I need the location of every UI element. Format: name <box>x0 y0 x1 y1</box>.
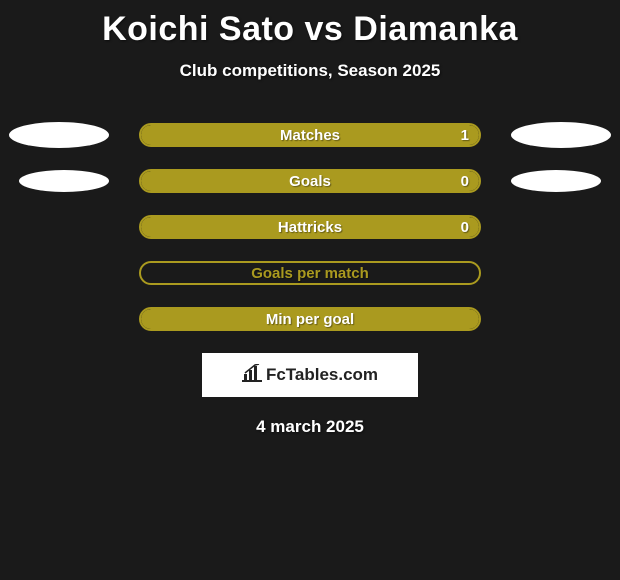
stat-bar: Min per goal <box>139 307 481 331</box>
player-left-marker <box>9 122 109 148</box>
stat-row-min-per-goal: Min per goal <box>0 307 620 331</box>
stat-bar: Goals per match <box>139 261 481 285</box>
player-right-marker <box>511 170 601 192</box>
stats-area: Matches 1 Goals 0 Hattricks 0 Goals per … <box>0 123 620 331</box>
stat-label: Matches <box>141 125 479 145</box>
logo: FcTables.com <box>242 364 378 387</box>
stat-row-goals-per-match: Goals per match <box>0 261 620 285</box>
date-text: 4 march 2025 <box>0 417 620 437</box>
stat-bar: Goals 0 <box>139 169 481 193</box>
logo-box[interactable]: FcTables.com <box>202 353 418 397</box>
stat-bar: Matches 1 <box>139 123 481 147</box>
stat-bar: Hattricks 0 <box>139 215 481 239</box>
player-left-marker <box>19 170 109 192</box>
page-subtitle: Club competitions, Season 2025 <box>0 61 620 81</box>
stat-label: Goals <box>141 171 479 191</box>
stat-row-goals: Goals 0 <box>0 169 620 193</box>
chart-icon <box>242 364 262 387</box>
stat-value: 0 <box>461 217 469 237</box>
stat-label: Hattricks <box>141 217 479 237</box>
logo-text: FcTables.com <box>266 365 378 385</box>
stat-row-matches: Matches 1 <box>0 123 620 147</box>
stat-value: 1 <box>461 125 469 145</box>
stat-label: Goals per match <box>141 263 479 283</box>
page-title: Koichi Sato vs Diamanka <box>0 0 620 49</box>
stat-row-hattricks: Hattricks 0 <box>0 215 620 239</box>
stat-value: 0 <box>461 171 469 191</box>
player-right-marker <box>511 122 611 148</box>
stat-label: Min per goal <box>141 309 479 329</box>
